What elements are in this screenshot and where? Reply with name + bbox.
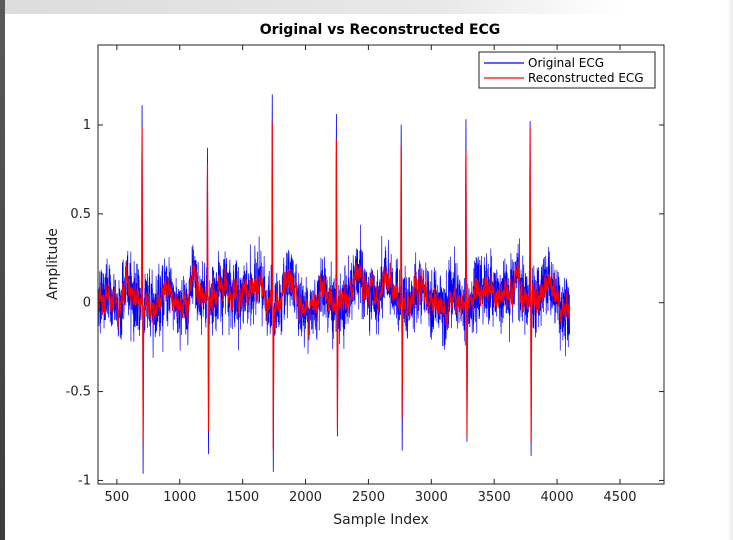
x-tick-label: 1000 <box>163 490 196 505</box>
window-right-edge <box>727 0 733 540</box>
window-left-edge <box>0 0 5 540</box>
x-tick-label: 2000 <box>289 490 322 505</box>
legend-box <box>478 51 656 89</box>
y-tick-label: 0.5 <box>70 207 91 222</box>
y-tick-label: -0.5 <box>66 385 91 400</box>
series-line-reconstructed <box>98 120 571 449</box>
plot-area <box>97 44 665 485</box>
legend: Original ECG Reconstructed ECG <box>478 51 656 89</box>
x-tick-label: 2500 <box>352 490 385 505</box>
x-tick-label: 4500 <box>603 490 636 505</box>
x-axis: 500 1000 1500 2000 2500 3000 3500 4000 4500 <box>104 45 637 505</box>
y-axis-label: Amplitude <box>45 228 61 300</box>
window-top-shadow <box>0 0 733 14</box>
series-line-original <box>98 94 571 474</box>
legend-label-original: Original ECG <box>528 56 604 70</box>
chart-title: Original vs Reconstructed ECG <box>260 22 501 38</box>
y-tick-label: 0 <box>83 296 91 311</box>
x-tick-label: 500 <box>104 490 129 505</box>
legend-label-reconstructed: Reconstructed ECG <box>528 71 644 85</box>
x-axis-label: Sample Index <box>333 512 428 528</box>
plot-frame <box>97 44 665 485</box>
y-axis: -1 -0.5 0 0.5 1 <box>66 118 664 488</box>
x-tick-label: 1500 <box>226 490 259 505</box>
x-tick-label: 3000 <box>415 490 448 505</box>
x-tick-label: 3500 <box>478 490 511 505</box>
plot-background <box>98 45 664 484</box>
x-tick-label: 4000 <box>541 490 574 505</box>
y-tick-label: -1 <box>78 473 91 488</box>
y-tick-label: 1 <box>83 118 91 133</box>
series-layer <box>98 94 571 474</box>
